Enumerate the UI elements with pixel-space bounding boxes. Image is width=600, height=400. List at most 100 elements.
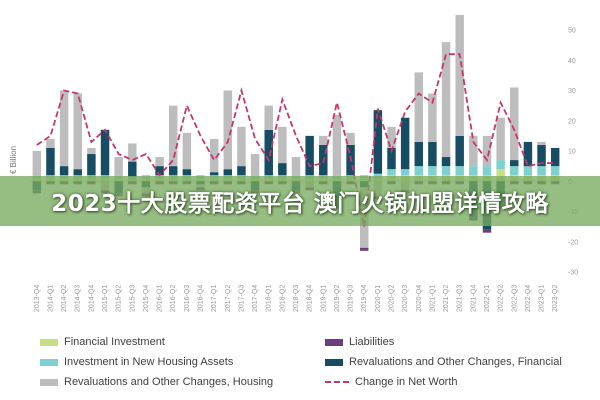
- y-tick-labels: -30-20-1001020304050: [568, 28, 578, 277]
- legend-item-net-worth: Change in Net Worth: [325, 376, 458, 388]
- legend-label: Liabilities: [349, 336, 395, 348]
- bar-financial-revaluations-2020-Q3: [400, 117, 410, 170]
- y-tick-label: 20: [568, 118, 576, 125]
- x-tick-label: 2016-Q1: [157, 285, 164, 312]
- bar-housing-investment-2022-Q2: [496, 160, 505, 170]
- bar-financial-revaluations-2023-Q2: [550, 147, 560, 167]
- bar-housing-investment-2020-Q3: [400, 169, 410, 176]
- bar-liabilities-2022-Q1: [482, 229, 492, 233]
- y-tick-label: 10: [568, 149, 576, 156]
- bar-financial-revaluations-2022-Q3: [510, 160, 519, 167]
- x-tick-label: 2021-Q1: [429, 285, 436, 312]
- bar-financial-revaluations-2017-Q2: [223, 169, 233, 176]
- bar-financial-revaluations-2021-Q1: [428, 141, 437, 167]
- bar-housing-revaluations-2019-Q2: [332, 114, 342, 176]
- x-tick-label: 2014-Q4: [88, 285, 95, 312]
- bar-housing-investment-2023-Q1: [537, 166, 546, 176]
- x-tick-label: 2022-Q4: [525, 285, 532, 312]
- bar-financial-revaluations-2017-Q1: [209, 172, 219, 176]
- bar-housing-revaluations-2013-Q4: [32, 151, 42, 176]
- bar-housing-investment-2021-Q1: [428, 166, 437, 176]
- bar-financial-revaluations-2020-Q1: [373, 110, 383, 174]
- bar-financial-revaluations-2014-Q3: [73, 169, 82, 176]
- x-tick-label: 2017-Q4: [252, 285, 259, 312]
- bar-housing-revaluations-2014-Q1: [46, 138, 55, 148]
- bar-housing-revaluations-2020-Q4: [414, 72, 423, 142]
- bar-financial-revaluations-2014-Q2: [59, 166, 69, 176]
- x-tick-label: 2016-Q3: [184, 285, 191, 312]
- x-tick-label: 2019-Q4: [361, 285, 368, 312]
- bar-housing-revaluations-2018-Q2: [278, 126, 287, 164]
- x-tick-label: 2021-Q2: [443, 285, 450, 312]
- bar-financial-revaluations-2014-Q1: [46, 147, 55, 176]
- x-tick-label: 2023-Q1: [539, 285, 546, 312]
- bar-housing-revaluations-2017-Q2: [223, 90, 233, 170]
- bar-financial-revaluations-2022-Q4: [523, 141, 533, 167]
- x-tick-label: 2018-Q1: [266, 285, 273, 312]
- bar-housing-investment-2021-Q2: [441, 166, 451, 176]
- y-axis-label: € Billion: [9, 146, 18, 174]
- legend-swatch-financial-investment: [40, 338, 58, 346]
- bar-housing-revaluations-2018-Q3: [291, 157, 301, 176]
- bar-financial-revaluations-2021-Q3: [455, 135, 464, 167]
- bar-financial-revaluations-2018-Q2: [278, 163, 287, 176]
- bar-housing-revaluations-2021-Q3: [455, 14, 464, 136]
- bar-financial-revaluations-2016-Q3: [182, 169, 192, 176]
- bar-financial-revaluations-2020-Q4: [414, 141, 423, 167]
- legend-label: Change in Net Worth: [355, 376, 458, 388]
- x-tick-label: 2018-Q2: [279, 285, 286, 312]
- legend-label: Revaluations and Other Changes, Housing: [64, 376, 274, 388]
- x-tick-label: 2023-Q2: [552, 285, 559, 312]
- bar-housing-investment-2021-Q3: [455, 166, 464, 176]
- bar-housing-revaluations-2016-Q3: [182, 132, 192, 170]
- bar-housing-revaluations-2016-Q2: [169, 105, 178, 167]
- legend-item-financial-revaluations: Revaluations and Other Changes, Financia…: [325, 356, 562, 368]
- bar-housing-revaluations-2023-Q1: [537, 141, 546, 145]
- x-tick-label: 2018-Q3: [293, 285, 300, 312]
- y-tick-label: -20: [568, 239, 578, 246]
- banner-text: 2023十大股票配资平台 澳门火锅加盟详情攻略: [51, 191, 549, 217]
- x-tick-label: 2017-Q1: [211, 285, 218, 312]
- y-tick-label: -30: [568, 270, 578, 277]
- x-tick-label: 2015-Q1: [102, 285, 109, 312]
- bar-housing-revaluations-2014-Q4: [87, 147, 96, 155]
- legend-swatch-housing-investment: [40, 358, 58, 366]
- x-tick-labels: 2013-Q4 2014-Q1 2014-Q2 2014-Q3 2014-Q4 2015-…: [34, 285, 559, 312]
- bar-housing-revaluations-2022-Q3: [510, 87, 519, 161]
- bar-housing-revaluations-2014-Q3: [73, 93, 82, 170]
- x-tick-label: 2016-Q4: [198, 285, 205, 312]
- legend-swatch-financial-revaluations: [325, 358, 343, 366]
- bar-housing-revaluations-2014-Q2: [59, 90, 69, 167]
- x-tick-label: 2021-Q4: [470, 285, 477, 312]
- bar-housing-revaluations-2019-Q1: [319, 135, 328, 145]
- bar-housing-revaluations-2015-Q2: [114, 157, 123, 176]
- bar-housing-investment-2023-Q2: [550, 166, 560, 176]
- x-tick-label: 2022-Q3: [511, 285, 518, 312]
- bar-housing-revaluations-2021-Q2: [441, 42, 451, 158]
- bar-housing-revaluations-2020-Q2: [387, 126, 396, 148]
- x-tick-label: 2014-Q3: [75, 285, 82, 312]
- x-tick-label: 2020-Q3: [402, 285, 409, 312]
- bar-housing-revaluations-2022-Q2: [496, 117, 505, 161]
- y-tick-label: 40: [568, 58, 576, 65]
- bar-housing-revaluations-2018-Q1: [264, 105, 273, 130]
- y-tick-label: 30: [568, 88, 576, 95]
- x-tick-label: 2019-Q3: [348, 285, 355, 312]
- x-tick-label: 2020-Q2: [388, 285, 395, 312]
- x-tick-label: 2014-Q1: [47, 285, 54, 312]
- x-tick-label: 2015-Q2: [116, 285, 123, 312]
- x-tick-label: 2015-Q3: [129, 285, 136, 312]
- bar-housing-investment-2022-Q4: [523, 166, 533, 176]
- bar-financial-revaluations-2015-Q1: [100, 129, 110, 176]
- legend-item-housing-investment: Investment in New Housing Assets: [40, 356, 233, 368]
- x-tick-label: 2019-Q1: [320, 285, 327, 312]
- x-tick-label: 2014-Q2: [61, 285, 68, 312]
- bar-housing-revaluations-2021-Q1: [428, 93, 437, 142]
- y-tick-label: 50: [568, 28, 576, 35]
- bar-housing-investment-2020-Q4: [414, 166, 423, 176]
- x-tick-label: 2019-Q2: [334, 285, 341, 312]
- bar-housing-investment-2020-Q2: [387, 169, 396, 176]
- bar-financial-revaluations-2016-Q1: [155, 166, 164, 176]
- bar-liabilities-2019-Q4: [359, 247, 369, 251]
- x-tick-label: 2022-Q2: [498, 285, 505, 312]
